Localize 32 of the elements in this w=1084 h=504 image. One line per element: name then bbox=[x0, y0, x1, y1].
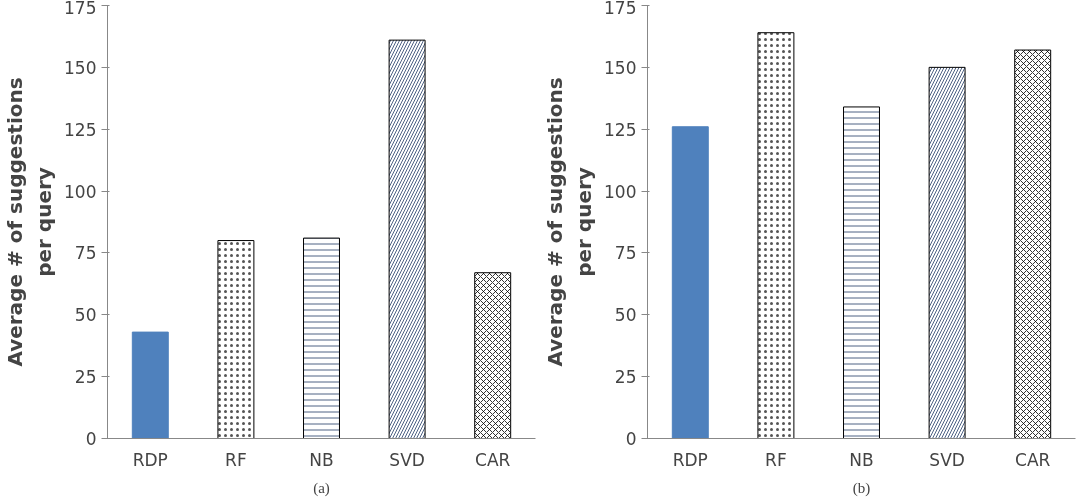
x-tick-label: NB bbox=[309, 449, 334, 470]
bar bbox=[671, 126, 709, 439]
y-tick-label: 150 bbox=[64, 57, 97, 78]
y-tick-label: 100 bbox=[64, 181, 97, 202]
y-tick-label: 125 bbox=[604, 119, 637, 140]
x-tick-label: RF bbox=[225, 449, 247, 470]
y-tick-label: 0 bbox=[625, 429, 637, 449]
text: (a) bbox=[313, 479, 330, 497]
x-tick-label: CAR bbox=[475, 449, 511, 470]
x-tick-label: SVD bbox=[929, 449, 965, 470]
y-tick-label: 150 bbox=[604, 57, 637, 78]
x-tick-label: CAR bbox=[1015, 449, 1051, 470]
y-tick-label: 75 bbox=[74, 243, 97, 264]
y-tick-label: 50 bbox=[614, 305, 637, 326]
y-tick-label: 25 bbox=[74, 367, 97, 388]
y-tick-label: 175 bbox=[604, 0, 637, 18]
x-tick-label: RDP bbox=[672, 449, 708, 470]
y-tick-label: 75 bbox=[614, 243, 637, 264]
y-axis-title: Average # of suggestions per query bbox=[3, 77, 57, 367]
y-tick-label: 50 bbox=[74, 305, 97, 326]
x-tick-label: RF bbox=[765, 449, 787, 470]
x-tick-label: SVD bbox=[389, 449, 425, 470]
y-tick-label: 100 bbox=[604, 181, 637, 202]
y-tick-label: 0 bbox=[85, 429, 97, 449]
y-tick-label: 175 bbox=[64, 0, 97, 18]
y-tick-label: 25 bbox=[614, 367, 637, 388]
y-axis-title: Average # of suggestions per query bbox=[543, 77, 597, 367]
text: (b) bbox=[852, 479, 871, 497]
x-tick-label: NB bbox=[849, 449, 874, 470]
bar bbox=[131, 331, 169, 439]
x-tick-label: RDP bbox=[132, 449, 168, 470]
y-tick-label: 125 bbox=[64, 119, 97, 140]
